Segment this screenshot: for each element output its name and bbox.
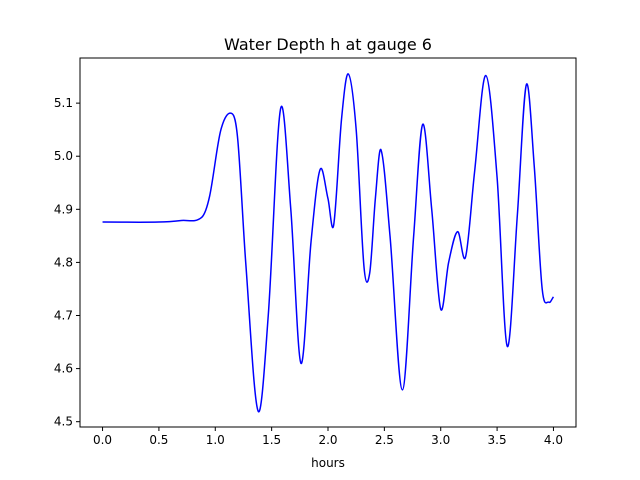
x-tick-label: 0.0 [93, 433, 112, 447]
x-tick-label: 1.5 [262, 433, 281, 447]
plot-series [102, 73, 555, 413]
x-tick-label: 3.5 [488, 433, 507, 447]
x-tick-label: 1.0 [206, 433, 225, 447]
x-tick-label: 3.0 [431, 433, 450, 447]
y-tick-label: 5.1 [54, 96, 73, 110]
y-tick-label: 4.7 [54, 309, 73, 323]
x-axis-ticks: 0.0 0.5 1.0 1.5 2.0 2.5 3.0 3.5 4.0 [93, 427, 563, 447]
x-tick-label: 2.5 [375, 433, 394, 447]
y-tick-label: 5.0 [54, 149, 73, 163]
chart-title: Water Depth h at gauge 6 [224, 35, 432, 54]
y-tick-label: 4.8 [54, 255, 73, 269]
y-tick-label: 4.6 [54, 362, 73, 376]
y-axis-ticks: 4.5 4.6 4.7 4.8 4.9 5.0 5.1 [54, 96, 80, 429]
plot-frame [79, 57, 577, 428]
x-tick-label: 4.0 [544, 433, 563, 447]
x-axis-label: hours [311, 456, 345, 470]
y-tick-label: 4.9 [54, 202, 73, 216]
y-tick-label: 4.5 [54, 415, 73, 429]
series-line [102, 73, 555, 413]
x-tick-label: 2.0 [318, 433, 337, 447]
x-tick-label: 0.5 [149, 433, 168, 447]
